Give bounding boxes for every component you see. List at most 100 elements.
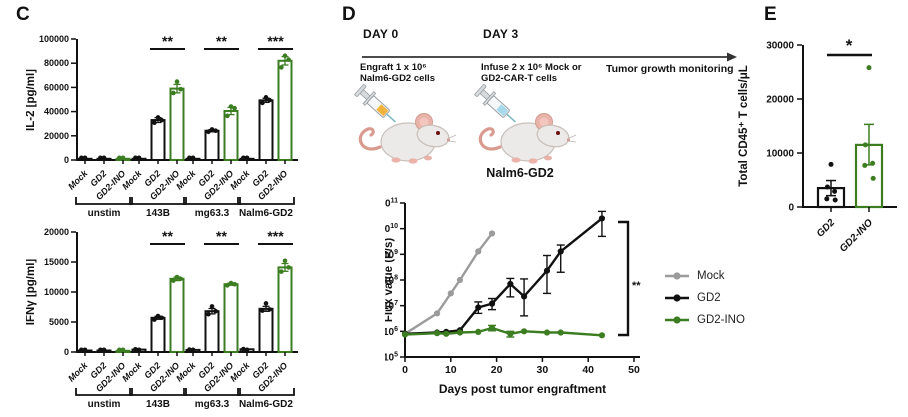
bar bbox=[150, 119, 166, 161]
data-point bbox=[557, 329, 564, 336]
group-label: Nalm6-GD2 bbox=[239, 399, 293, 410]
svg-text:20: 20 bbox=[491, 364, 503, 376]
group-bracket bbox=[129, 197, 187, 205]
series-line-GD2 bbox=[404, 217, 603, 336]
data-point bbox=[260, 308, 265, 313]
y-axis-label: IFNγ [pg/ml] bbox=[26, 259, 37, 326]
y-axis-label: Flux value (P/s) bbox=[385, 238, 395, 323]
data-point bbox=[244, 347, 250, 353]
legend-marker-icon bbox=[665, 272, 689, 280]
data-point bbox=[241, 346, 246, 352]
timeline-day3-label: DAY 3 bbox=[483, 27, 519, 41]
data-point bbox=[152, 317, 157, 322]
flux-chart-title: Nalm6-GD2 bbox=[486, 166, 554, 180]
bar bbox=[277, 59, 293, 161]
svg-text:GD2-INO: GD2-INO bbox=[838, 217, 875, 254]
data-point bbox=[117, 155, 122, 161]
data-point bbox=[213, 308, 218, 314]
data-point bbox=[174, 274, 180, 280]
data-point bbox=[862, 142, 868, 148]
data-point bbox=[79, 155, 84, 161]
data-point bbox=[232, 105, 237, 111]
data-point bbox=[225, 283, 230, 288]
il2-bar-chart: 0 20000 40000 60000 80000 100000 IL-2 [pg/ml] M… bbox=[26, 33, 298, 219]
legend-label: Mock bbox=[697, 270, 725, 282]
data-point bbox=[267, 307, 272, 312]
svg-text:108: 108 bbox=[385, 274, 398, 286]
data-point bbox=[543, 329, 551, 336]
svg-text:1010: 1010 bbox=[385, 223, 398, 235]
data-point bbox=[187, 155, 192, 161]
significance-stars: *** bbox=[267, 33, 284, 49]
data-point bbox=[82, 347, 88, 353]
y-axis-label: IL-2 [pg/ml] bbox=[26, 69, 37, 131]
data-point bbox=[433, 310, 441, 317]
data-point bbox=[475, 328, 482, 336]
bar bbox=[223, 283, 239, 354]
data-point bbox=[263, 95, 269, 100]
group-label: 143B bbox=[146, 208, 170, 219]
data-point bbox=[178, 276, 183, 282]
data-point bbox=[286, 265, 291, 270]
data-point bbox=[190, 347, 196, 353]
data-point bbox=[98, 347, 103, 353]
svg-text:106: 106 bbox=[385, 326, 398, 338]
significance-stars: ** bbox=[162, 33, 173, 49]
group-label: mg63.3 bbox=[195, 399, 230, 410]
data-point bbox=[824, 196, 830, 202]
data-point bbox=[832, 197, 838, 203]
data-point bbox=[82, 155, 88, 161]
data-point bbox=[152, 120, 157, 126]
data-point bbox=[120, 347, 126, 353]
data-point bbox=[101, 155, 107, 161]
legend-label: GD2-INO bbox=[697, 314, 745, 326]
bar bbox=[223, 109, 239, 162]
data-point bbox=[133, 347, 138, 352]
data-point bbox=[159, 117, 164, 123]
data-point bbox=[543, 267, 551, 274]
syringe-icon bbox=[474, 84, 517, 123]
svg-text:Mock: Mock bbox=[228, 168, 252, 192]
mouse-eye bbox=[436, 131, 440, 135]
svg-text:107: 107 bbox=[385, 300, 398, 312]
x-axis-label: Days post tumor engraftment bbox=[439, 382, 606, 396]
data-point bbox=[488, 230, 496, 237]
data-point bbox=[133, 155, 138, 161]
mouse-day0-illustration bbox=[354, 84, 457, 164]
svg-text:20000: 20000 bbox=[44, 131, 69, 141]
panel-e-label: E bbox=[764, 4, 777, 25]
svg-text:0: 0 bbox=[788, 203, 794, 214]
data-point bbox=[598, 332, 606, 339]
svg-text:Mock: Mock bbox=[66, 360, 90, 384]
mouse-eye bbox=[556, 131, 560, 135]
data-point bbox=[155, 313, 161, 319]
data-point bbox=[228, 104, 234, 109]
data-point bbox=[557, 248, 564, 255]
data-point bbox=[101, 347, 107, 353]
svg-text:20000: 20000 bbox=[44, 227, 69, 237]
data-point bbox=[174, 79, 180, 84]
svg-text:109: 109 bbox=[385, 249, 398, 261]
svg-text:Mock: Mock bbox=[228, 360, 252, 384]
svg-text:Mock: Mock bbox=[174, 168, 198, 192]
svg-text:30: 30 bbox=[537, 364, 549, 376]
svg-text:Mock: Mock bbox=[66, 168, 90, 192]
data-point bbox=[178, 86, 183, 92]
group-label: Nalm6-GD2 bbox=[239, 208, 293, 219]
svg-text:10: 10 bbox=[445, 364, 457, 376]
data-point bbox=[282, 258, 288, 264]
svg-text:0: 0 bbox=[64, 347, 69, 357]
data-point bbox=[443, 330, 450, 337]
data-point bbox=[136, 347, 142, 353]
group-bracket bbox=[183, 388, 241, 396]
group-bracket bbox=[183, 197, 241, 205]
data-point bbox=[447, 290, 454, 297]
data-point bbox=[155, 115, 161, 120]
legend-label: GD2 bbox=[697, 292, 721, 304]
data-point bbox=[286, 57, 291, 62]
significance-bracket bbox=[618, 220, 630, 337]
mouse-tail bbox=[358, 127, 382, 151]
significance-stars: ** bbox=[216, 33, 227, 49]
data-point bbox=[870, 175, 876, 181]
